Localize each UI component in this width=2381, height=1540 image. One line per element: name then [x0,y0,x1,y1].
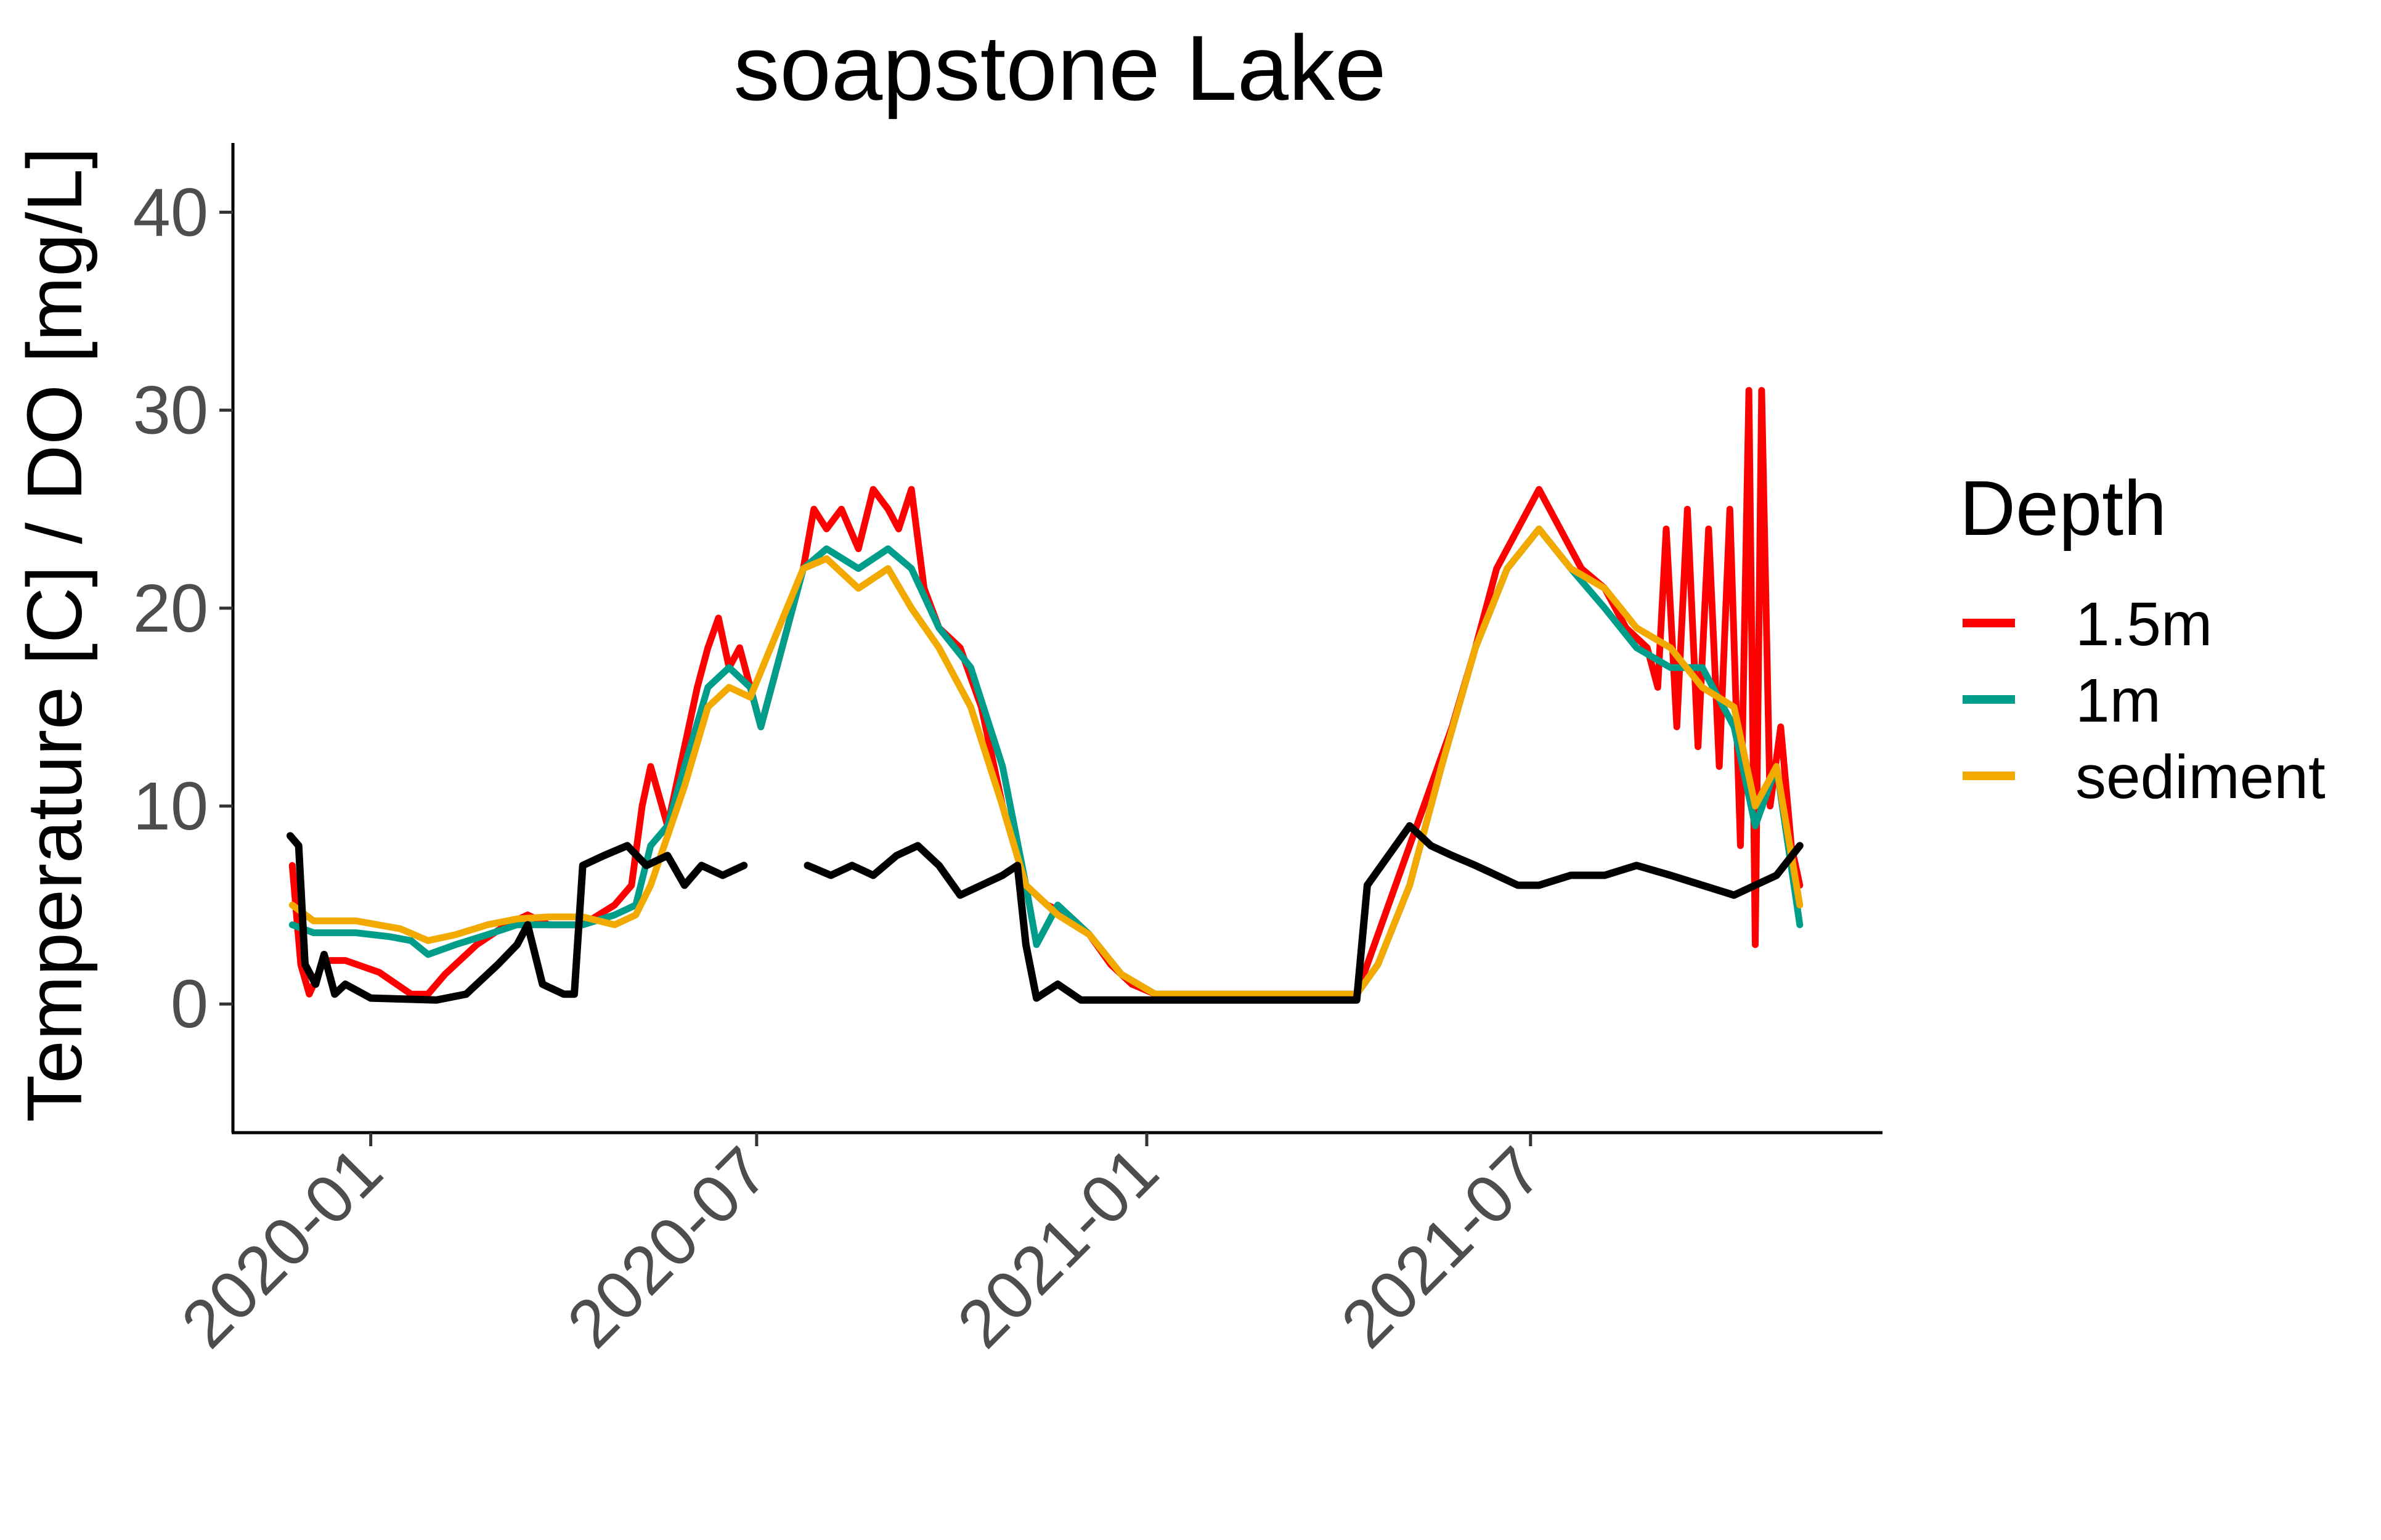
y-axis-ticks: 0 10 20 30 40 [133,174,233,1042]
x-tick-label: 2020-07 [553,1133,782,1362]
series-line-unlabeled-3 [286,822,1804,1004]
series-line-sediment [288,525,1804,998]
x-tick-label: 2021-07 [1327,1133,1556,1362]
x-tick-label: 2020-01 [167,1133,396,1362]
y-tick-label: 0 [171,966,208,1042]
legend-label-1m: 1m [2075,666,2161,735]
x-axis-ticks: 2020-01 2020-07 2021-01 2021-07 [167,1133,1557,1362]
x-tick-label: 2021-01 [943,1133,1173,1362]
legend-title: Depth [1960,465,2167,552]
y-axis-label: Temperature [C] / DO [mg/L] [11,147,98,1123]
legend: Depth 1.5m 1m sediment [1960,465,2326,812]
y-tick-label: 20 [133,571,208,646]
series-line-1m [288,525,1804,998]
plot-area [286,387,1804,1004]
legend-label-1-5m: 1.5m [2075,590,2212,659]
y-tick-label: 30 [133,373,208,449]
chart-title: soapstone Lake [733,16,1386,120]
legend-label-sediment: sediment [2075,743,2326,812]
y-tick-label: 10 [133,768,208,844]
y-tick-label: 40 [133,174,208,250]
